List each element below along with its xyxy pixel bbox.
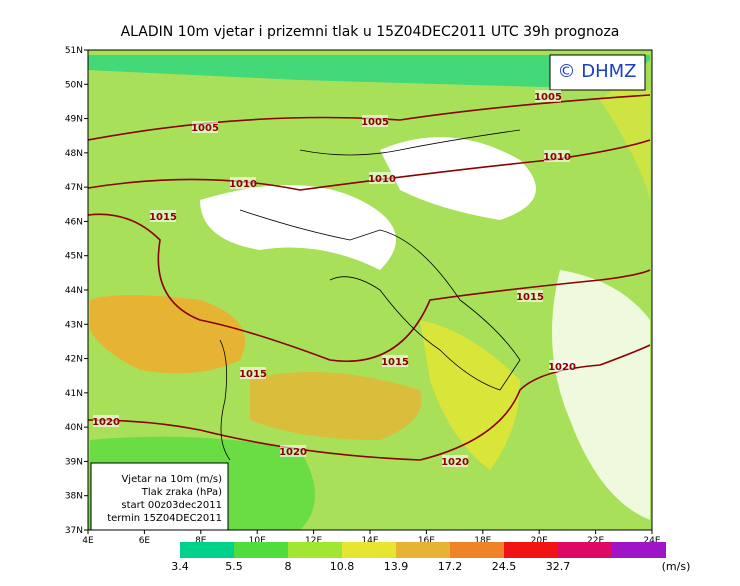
isobar-label: 1020: [441, 457, 469, 468]
isobar-label-bg: [150, 210, 176, 222]
lon-label: 12E: [305, 536, 322, 546]
isobar-label-bg: [517, 290, 543, 302]
lon-label: 14E: [361, 536, 378, 546]
isobar-label-bg: [544, 150, 570, 162]
isobar-label-bg: [230, 177, 256, 189]
isobar-label-bg: [93, 415, 119, 427]
isobar-label: 1010: [543, 152, 571, 163]
lat-label: 38N: [65, 492, 83, 502]
colorbar-box: [234, 542, 288, 558]
logo-box: [549, 54, 646, 91]
colorbar-label: 8: [285, 560, 292, 573]
lat-label: 46N: [65, 217, 83, 227]
isobar-label: 1020: [92, 417, 120, 428]
colorbar-label: 10.8: [330, 560, 355, 573]
info-line: termin 15Z04DEC2011: [107, 513, 222, 524]
isobar-label-bg: [535, 90, 561, 102]
lat-label: 40N: [65, 423, 83, 433]
lat-label: 43N: [65, 320, 83, 330]
isobar-label-bg: [382, 355, 408, 367]
colorbar-box: [504, 542, 558, 558]
lon-label: 22E: [587, 536, 604, 546]
logo: © DHMZ: [558, 61, 637, 82]
isobar-label: 1005: [361, 117, 389, 128]
isobar-label: 1015: [239, 369, 267, 380]
lon-label: 8E: [195, 536, 207, 546]
isobar-label: 1005: [534, 92, 562, 103]
isobar-label: 1020: [279, 447, 307, 458]
isobar-label-bg: [549, 360, 575, 372]
isobar-label-bg: [240, 367, 266, 379]
colorbar-box: [342, 542, 396, 558]
info-line: Tlak zraka (hPa): [141, 487, 222, 498]
isobar-label: 1010: [229, 179, 257, 190]
lat-label: 48N: [65, 149, 83, 159]
colorbar-label: 17.2: [438, 560, 463, 573]
lon-label: 24E: [643, 536, 660, 546]
lat-label: 37N: [65, 526, 83, 536]
lat-label: 49N: [65, 115, 83, 125]
lat-label: 44N: [65, 286, 83, 296]
lat-label: 41N: [65, 389, 83, 399]
lon-label: 4E: [82, 536, 94, 546]
colorbar-box: [396, 542, 450, 558]
lat-label: 45N: [65, 252, 83, 262]
isobar-label: 1020: [548, 362, 576, 373]
isobar-label: 1015: [381, 357, 409, 368]
lon-label: 10E: [249, 536, 266, 546]
isobar-label-bg: [280, 445, 306, 457]
colorbar-label: 13.9: [384, 560, 409, 573]
lat-label: 47N: [65, 183, 83, 193]
colorbar-box: [288, 542, 342, 558]
colorbar-label: 5.5: [225, 560, 243, 573]
map-field: [88, 50, 652, 530]
lat-label: 50N: [65, 80, 83, 90]
colorbar-box: [612, 542, 666, 558]
lon-label: 18E: [474, 536, 491, 546]
lat-label: 39N: [65, 457, 83, 467]
colorbar-label: 24.5: [492, 560, 517, 573]
info-line: start 00z03dec2011: [121, 500, 222, 511]
isobar-label: 1015: [149, 212, 177, 223]
isobar-label: 1005: [191, 123, 219, 134]
isobar-label: 1015: [516, 292, 544, 303]
isobar-label-bg: [192, 121, 218, 133]
colorbar-box: [450, 542, 504, 558]
lon-label: 16E: [418, 536, 435, 546]
isobar-label: 1010: [368, 174, 396, 185]
info-line: Vjetar na 10m (m/s): [121, 474, 222, 485]
colorbar-box: [180, 542, 234, 558]
isobar-label-bg: [369, 172, 395, 184]
lat-label: 51N: [65, 46, 83, 56]
lat-label: 42N: [65, 355, 83, 365]
title: ALADIN 10m vjetar i prizemni tlak u 15Z0…: [121, 24, 620, 40]
colorbar-unit: (m/s): [662, 560, 691, 573]
colorbar-box: [558, 542, 612, 558]
isobar-label-bg: [362, 115, 388, 127]
isobar-label-bg: [442, 455, 468, 467]
info-box: [90, 462, 229, 531]
colorbar-label: 32.7: [546, 560, 571, 573]
lon-label: 20E: [531, 536, 548, 546]
colorbar-label: 3.4: [171, 560, 189, 573]
lon-label: 6E: [139, 536, 151, 546]
